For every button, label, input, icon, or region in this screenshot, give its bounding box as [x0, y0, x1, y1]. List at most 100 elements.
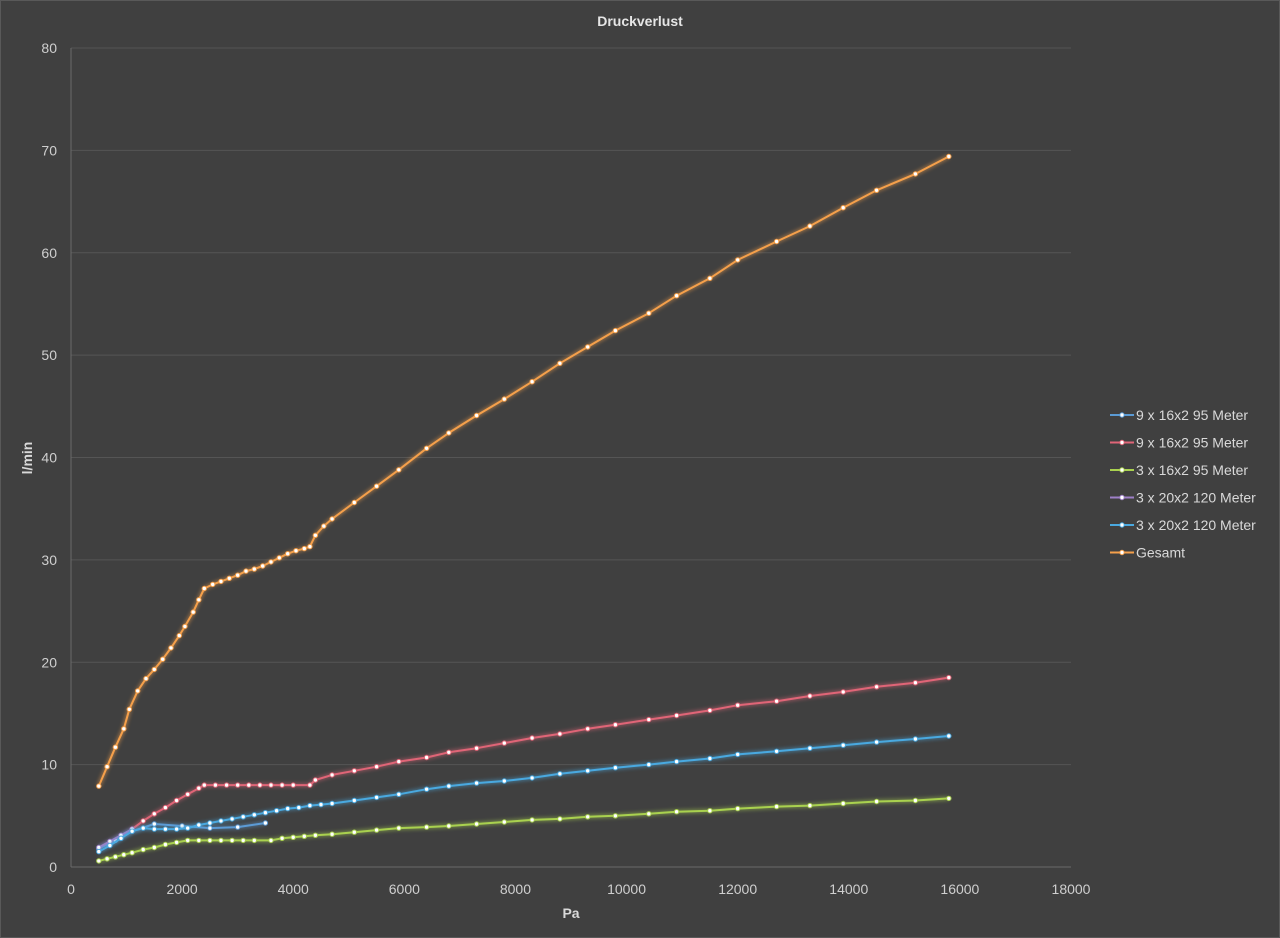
data-point [143, 675, 149, 682]
data-point [229, 816, 235, 822]
data-point [262, 820, 269, 826]
data-point [557, 360, 563, 366]
data-point [946, 795, 952, 802]
legend-label: 3 x 20x2 120 Meter [1136, 490, 1256, 506]
data-point [912, 680, 919, 686]
data-point [162, 841, 169, 848]
data-point [151, 666, 158, 673]
data-point [279, 782, 285, 788]
y-tick-label: 70 [41, 142, 57, 158]
data-point [126, 706, 133, 712]
data-point [229, 837, 235, 844]
data-point [96, 783, 102, 789]
data-point [285, 805, 291, 812]
legend-label: 9 x 16x2 95 Meter [1136, 435, 1248, 451]
data-point [251, 566, 258, 572]
data-point [293, 548, 299, 554]
data-point [473, 745, 480, 751]
data-point [673, 809, 680, 815]
legend-marker [1119, 522, 1125, 528]
data-point [140, 846, 146, 853]
data-point [235, 572, 241, 578]
data-point [612, 813, 619, 819]
data-point [173, 797, 180, 804]
data-point [243, 568, 249, 574]
data-point [501, 396, 507, 402]
data-point [251, 812, 258, 818]
data-point [396, 467, 402, 473]
series-group [96, 795, 952, 864]
data-point [612, 327, 619, 334]
legend-label: 3 x 20x2 120 Meter [1136, 517, 1256, 533]
data-point [446, 749, 452, 755]
legend-item: 3 x 20x2 120 Meter [1110, 490, 1256, 506]
data-point [268, 559, 274, 565]
y-tick-label: 40 [41, 450, 57, 466]
data-point [112, 854, 119, 860]
data-point [912, 797, 919, 804]
x-axis-title: Pa [562, 905, 579, 921]
data-point [396, 825, 402, 831]
data-point [196, 837, 202, 844]
data-point [207, 837, 213, 844]
data-point [112, 744, 119, 750]
y-tick-label: 20 [41, 654, 57, 670]
data-point [312, 832, 319, 838]
data-point [173, 826, 180, 832]
data-point [501, 740, 507, 746]
y-axis-title: l/min [19, 442, 35, 475]
data-point [162, 826, 169, 832]
x-tick-label: 18000 [1052, 881, 1091, 897]
data-point [129, 850, 135, 856]
data-point [373, 794, 380, 801]
data-point [646, 716, 652, 723]
data-point [773, 748, 780, 754]
data-point [96, 848, 102, 855]
data-point [140, 825, 146, 831]
legend: 9 x 16x2 95 Meter 9 x 16x2 95 Meter 3 x 16… [1110, 407, 1256, 561]
series-group [129, 674, 952, 832]
data-point [285, 551, 291, 557]
data-point [279, 835, 285, 841]
data-point [129, 828, 135, 834]
data-point [373, 764, 380, 770]
data-point [612, 722, 619, 728]
data-point [707, 275, 713, 281]
data-point [946, 674, 952, 681]
data-point [121, 726, 127, 732]
data-point [873, 798, 880, 805]
data-point [290, 782, 296, 788]
data-point [273, 808, 280, 814]
data-point [307, 543, 313, 550]
y-tick-label: 0 [49, 859, 57, 875]
data-point [646, 811, 652, 817]
data-point [312, 777, 319, 783]
data-point [190, 609, 196, 615]
data-point [707, 707, 713, 714]
data-point [840, 742, 846, 748]
data-point [107, 842, 113, 849]
data-point [773, 803, 780, 810]
data-point [104, 856, 110, 862]
data-point [118, 835, 124, 841]
data-point [840, 800, 846, 807]
legend-item: Gesamt [1110, 545, 1185, 561]
data-point [735, 702, 741, 708]
legend-marker [1119, 412, 1125, 418]
y-tick-label: 30 [41, 552, 57, 568]
x-tick-label: 12000 [718, 881, 757, 897]
data-point [423, 445, 430, 451]
data-point [351, 797, 357, 804]
data-point [912, 736, 919, 742]
data-point [151, 811, 158, 817]
data-point [185, 825, 191, 831]
data-point [446, 783, 452, 789]
data-point [151, 826, 158, 832]
data-point [162, 804, 169, 811]
legend-marker [1119, 494, 1125, 501]
data-point [373, 483, 380, 489]
legend-item: 3 x 20x2 120 Meter [1110, 517, 1256, 533]
data-point [707, 808, 713, 814]
data-point [96, 858, 102, 864]
